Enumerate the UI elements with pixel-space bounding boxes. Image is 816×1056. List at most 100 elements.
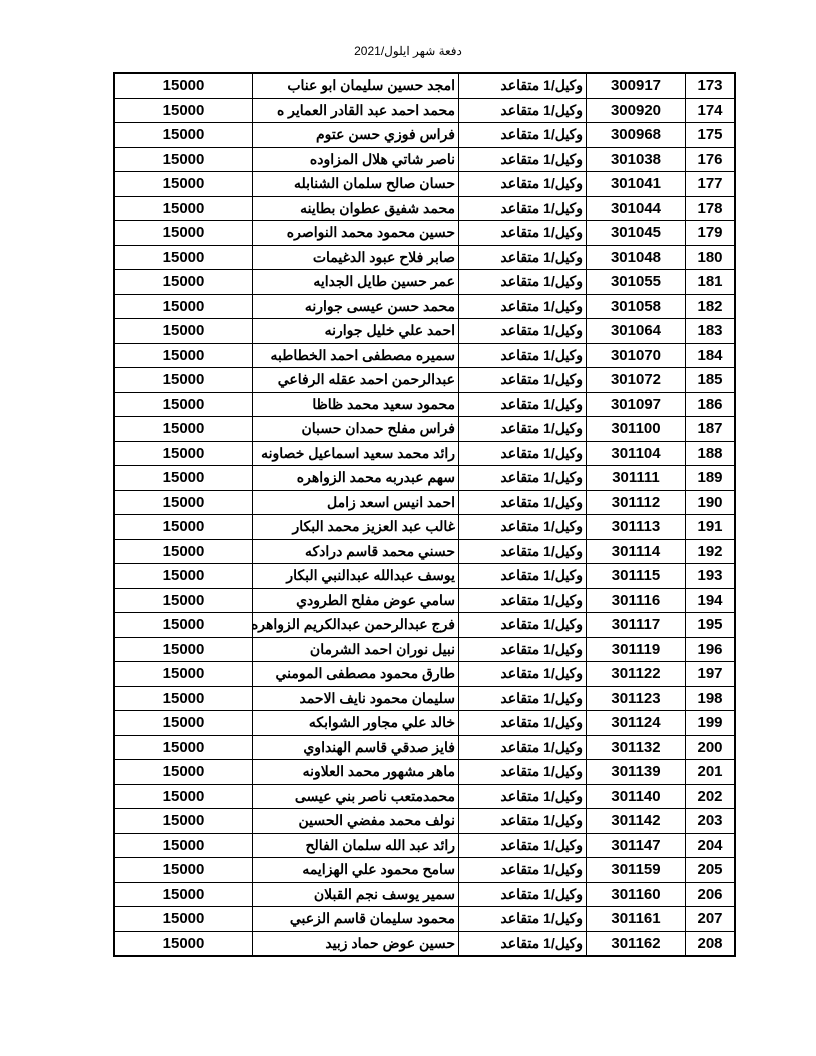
cell-id: 301124 (586, 710, 686, 736)
cell-rank: وكيل/1 متقاعد (458, 661, 587, 687)
cell-num: 184 (685, 342, 736, 368)
cell-num: 203 (685, 808, 736, 834)
cell-num: 174 (685, 97, 736, 123)
cell-amount: 15000 (113, 489, 253, 515)
cell-name: محمود سليمان قاسم الزعبي (252, 906, 459, 932)
table-row: 15000 رائد عبد الله سلمان الفالح وكيل/1 مت… (113, 832, 736, 858)
table-row: 15000 حسين عوض حماد زبيد وكيل/1 متقاعد 3011… (113, 930, 736, 957)
cell-amount: 15000 (113, 563, 253, 589)
cell-id: 301038 (586, 146, 686, 172)
cell-name: حسين محمود محمد النواصره (252, 220, 459, 246)
table-row: 15000 احمد علي خليل جوارنه وكيل/1 متقاعد 30… (113, 318, 736, 344)
cell-amount: 15000 (113, 220, 253, 246)
cell-num: 177 (685, 171, 736, 197)
cell-num: 176 (685, 146, 736, 172)
cell-amount: 15000 (113, 930, 253, 957)
cell-rank: وكيل/1 متقاعد (458, 759, 587, 785)
table-row: 15000 احمد انيس اسعد زامل وكيل/1 متقاعد 301… (113, 489, 736, 515)
cell-rank: وكيل/1 متقاعد (458, 391, 587, 417)
cell-name: سامح محمود علي الهزايمه (252, 857, 459, 883)
cell-rank: وكيل/1 متقاعد (458, 489, 587, 515)
cell-amount: 15000 (113, 710, 253, 736)
cell-id: 301072 (586, 367, 686, 393)
cell-name: صابر فلاح عبود الدغيمات (252, 244, 459, 270)
cell-rank: وكيل/1 متقاعد (458, 808, 587, 834)
cell-num: 180 (685, 244, 736, 270)
cell-amount: 15000 (113, 612, 253, 638)
table-row: 15000 محمود سليمان قاسم الزعبي وكيل/1 متقا… (113, 906, 736, 932)
cell-id: 301162 (586, 930, 686, 957)
table-row: 15000 حسين محمود محمد النواصره وكيل/1 متقا… (113, 220, 736, 246)
cell-amount: 15000 (113, 342, 253, 368)
cell-rank: وكيل/1 متقاعد (458, 318, 587, 344)
table-row: 15000 محمود سعيد محمد ظاظا وكيل/1 متقاعد 30… (113, 391, 736, 417)
cell-id: 301097 (586, 391, 686, 417)
table-row: 15000 حسني محمد قاسم درادكه وكيل/1 متقاعد 3… (113, 538, 736, 564)
cell-num: 208 (685, 930, 736, 957)
cell-name: نبيل نوران احمد الشرمان (252, 636, 459, 662)
cell-num: 187 (685, 416, 736, 442)
cell-rank: وكيل/1 متقاعد (458, 220, 587, 246)
cell-amount: 15000 (113, 416, 253, 442)
cell-id: 301161 (586, 906, 686, 932)
cell-rank: وكيل/1 متقاعد (458, 97, 587, 123)
cell-id: 301064 (586, 318, 686, 344)
page-title: دفعة شهر ايلول/2021 (354, 44, 462, 58)
cell-name: فايز صدقي قاسم الهنداوي (252, 734, 459, 760)
cell-id: 301112 (586, 489, 686, 515)
cell-name: فراس فوزي حسن عتوم (252, 122, 459, 148)
cell-amount: 15000 (113, 318, 253, 344)
cell-name: سهم عبدربه محمد الزواهره (252, 465, 459, 491)
cell-amount: 15000 (113, 759, 253, 785)
cell-amount: 15000 (113, 269, 253, 295)
cell-id: 301139 (586, 759, 686, 785)
cell-rank: وكيل/1 متقاعد (458, 930, 587, 957)
cell-num: 196 (685, 636, 736, 662)
cell-id: 301119 (586, 636, 686, 662)
cell-id: 301122 (586, 661, 686, 687)
table-row: 15000 فايز صدقي قاسم الهنداوي وكيل/1 متقاع… (113, 734, 736, 760)
cell-rank: وكيل/1 متقاعد (458, 440, 587, 466)
cell-name: امجد حسين سليمان ابو عناب (252, 72, 459, 99)
cell-amount: 15000 (113, 514, 253, 540)
table-row: 15000 سمير يوسف نجم القبلان وكيل/1 متقاعد 3… (113, 881, 736, 907)
cell-rank: وكيل/1 متقاعد (458, 563, 587, 589)
table-row: 15000 محمد احمد عبد القادر العماير ه وكيل/… (113, 97, 736, 123)
cell-amount: 15000 (113, 122, 253, 148)
cell-name: سمير يوسف نجم القبلان (252, 881, 459, 907)
cell-rank: وكيل/1 متقاعد (458, 538, 587, 564)
cell-num: 182 (685, 293, 736, 319)
cell-num: 201 (685, 759, 736, 785)
cell-num: 205 (685, 857, 736, 883)
cell-amount: 15000 (113, 195, 253, 221)
cell-num: 188 (685, 440, 736, 466)
cell-id: 301058 (586, 293, 686, 319)
cell-name: ناصر شاتي هلال المزاوده (252, 146, 459, 172)
cell-amount: 15000 (113, 146, 253, 172)
cell-name: فرج عبدالرحمن عبدالكريم الزواهره (252, 612, 459, 638)
cell-rank: وكيل/1 متقاعد (458, 72, 587, 99)
table-row: 15000 صابر فلاح عبود الدغيمات وكيل/1 متقاع… (113, 244, 736, 270)
cell-num: 207 (685, 906, 736, 932)
cell-id: 300917 (586, 72, 686, 99)
cell-amount: 15000 (113, 391, 253, 417)
cell-amount: 15000 (113, 906, 253, 932)
cell-id: 301041 (586, 171, 686, 197)
cell-rank: وكيل/1 متقاعد (458, 636, 587, 662)
cell-rank: وكيل/1 متقاعد (458, 857, 587, 883)
cell-rank: وكيل/1 متقاعد (458, 269, 587, 295)
cell-num: 200 (685, 734, 736, 760)
cell-rank: وكيل/1 متقاعد (458, 195, 587, 221)
table-row: 15000 فرج عبدالرحمن عبدالكريم الزواهره وكي… (113, 612, 736, 638)
cell-num: 199 (685, 710, 736, 736)
cell-num: 183 (685, 318, 736, 344)
cell-amount: 15000 (113, 783, 253, 809)
cell-name: محمد احمد عبد القادر العماير ه (252, 97, 459, 123)
table-row: 15000 يوسف عبدالله عبدالنبي البكار وكيل/1 … (113, 563, 736, 589)
cell-num: 194 (685, 587, 736, 613)
table-row: 15000 خالد علي مجاور الشوابكه وكيل/1 متقاع… (113, 710, 736, 736)
cell-name: رائد محمد سعيد اسماعيل خصاونه (252, 440, 459, 466)
cell-name: سليمان محمود نايف الاحمد (252, 685, 459, 711)
cell-num: 173 (685, 72, 736, 99)
cell-rank: وكيل/1 متقاعد (458, 881, 587, 907)
